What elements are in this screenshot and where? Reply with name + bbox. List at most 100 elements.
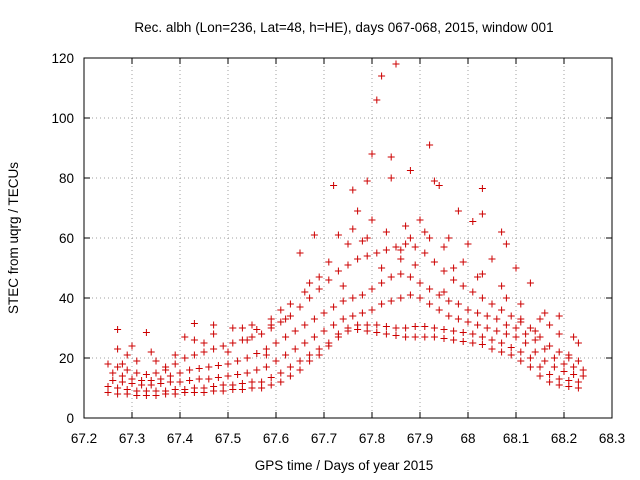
data-point <box>363 177 371 185</box>
data-point <box>330 303 338 311</box>
data-point <box>498 306 506 314</box>
data-point <box>114 390 122 398</box>
data-point <box>181 386 189 393</box>
data-point <box>229 381 237 389</box>
data-point <box>574 384 582 392</box>
data-point <box>358 309 366 317</box>
data-point <box>459 258 467 266</box>
data-point <box>238 324 246 332</box>
axis-ticks <box>83 57 613 419</box>
data-point <box>142 387 150 395</box>
data-point <box>210 321 218 329</box>
data-point <box>579 372 587 380</box>
data-point <box>286 372 294 380</box>
data-point <box>210 330 218 338</box>
data-point <box>435 306 443 314</box>
data-point <box>224 348 232 356</box>
data-point <box>368 150 376 158</box>
data-point <box>459 338 467 345</box>
data-point <box>387 153 395 161</box>
data-point <box>358 237 366 245</box>
data-point <box>248 378 256 386</box>
data-point <box>560 368 568 375</box>
data-point <box>363 252 371 260</box>
data-point <box>162 363 170 371</box>
data-point <box>272 357 280 365</box>
data-point <box>426 234 434 242</box>
data-point <box>109 369 117 377</box>
data-point <box>488 345 496 353</box>
data-point <box>450 264 458 272</box>
data-point <box>253 350 261 357</box>
data-point <box>517 315 525 323</box>
data-point <box>310 315 318 323</box>
data-point <box>109 377 117 384</box>
data-point <box>565 351 573 359</box>
data-point <box>440 335 448 342</box>
data-point <box>320 327 328 335</box>
data-point <box>392 332 400 339</box>
data-point <box>344 324 352 332</box>
x-tick-label: 68.1 <box>503 431 529 446</box>
y-tick-label: 60 <box>59 231 74 246</box>
data-point <box>200 384 208 392</box>
data-point <box>334 267 342 275</box>
x-tick-label: 67.4 <box>167 431 194 446</box>
data-point <box>406 273 414 281</box>
data-point <box>502 321 510 329</box>
y-tick-label: 100 <box>51 111 74 126</box>
data-point <box>373 96 381 104</box>
data-point <box>363 321 371 329</box>
data-point <box>430 177 438 185</box>
data-point <box>142 329 150 336</box>
data-point <box>354 321 362 329</box>
data-point <box>123 386 131 393</box>
data-point <box>397 294 405 302</box>
data-point <box>546 371 554 378</box>
data-point <box>315 351 323 359</box>
data-point <box>392 324 400 332</box>
data-point <box>421 333 429 341</box>
data-point <box>296 357 304 365</box>
data-point <box>488 255 496 263</box>
data-point <box>262 351 270 359</box>
data-point <box>378 300 386 308</box>
data-point <box>469 288 477 296</box>
data-point <box>123 351 131 359</box>
data-point <box>426 285 434 293</box>
data-point <box>392 60 400 68</box>
data-point <box>334 231 342 239</box>
y-tick-label: 80 <box>59 171 74 186</box>
data-point <box>258 330 266 338</box>
data-point <box>114 326 122 333</box>
data-point <box>459 282 467 290</box>
data-point <box>435 291 443 299</box>
data-point <box>152 387 160 395</box>
data-point <box>402 333 410 341</box>
data-point <box>387 273 395 281</box>
data-point <box>243 354 251 362</box>
data-point <box>512 264 520 272</box>
data-point <box>526 354 534 362</box>
data-point <box>450 276 458 284</box>
data-point <box>378 264 386 272</box>
data-point <box>387 174 395 182</box>
data-point <box>507 344 515 351</box>
data-point <box>416 279 424 287</box>
data-point <box>267 315 275 323</box>
data-point <box>219 387 227 395</box>
data-point <box>421 323 429 330</box>
data-point <box>133 387 141 395</box>
data-point <box>243 336 251 344</box>
data-point <box>166 378 174 386</box>
data-point <box>493 315 501 323</box>
y-tick-labels: 0 20 40 60 80 100 120 <box>51 51 74 426</box>
data-point <box>190 384 198 392</box>
data-point <box>368 306 376 314</box>
data-point <box>440 243 448 251</box>
data-point <box>498 348 506 356</box>
data-point <box>445 312 453 320</box>
data-point <box>517 300 525 308</box>
data-point <box>104 383 112 390</box>
